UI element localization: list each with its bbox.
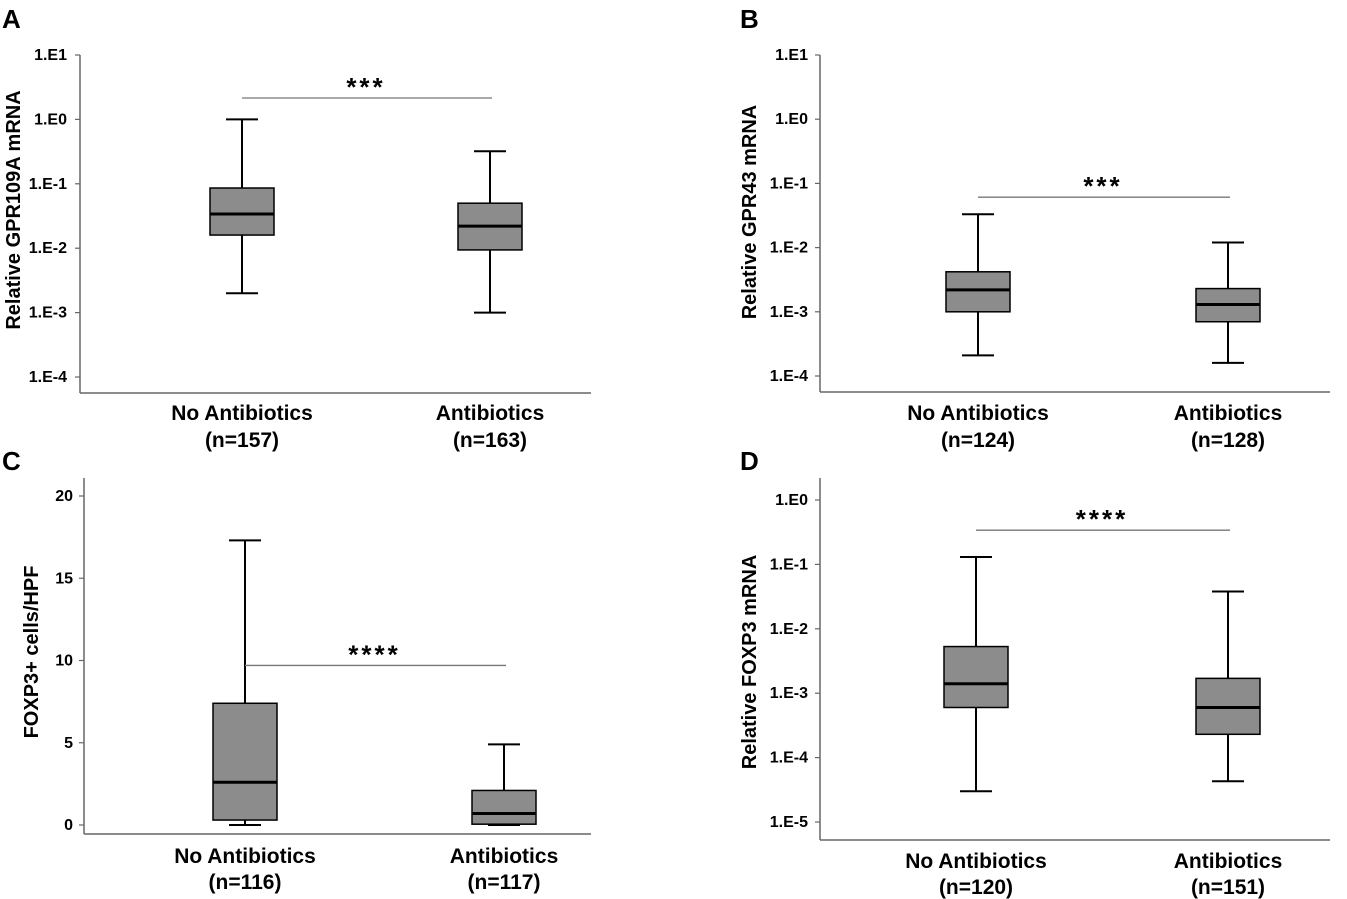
y-tick-label: 1.E-4 — [770, 750, 808, 767]
y-tick-label: 15 — [55, 570, 73, 587]
category-label: Antibiotics — [1174, 402, 1283, 425]
box-antibiotics — [1195, 241, 1261, 364]
y-tick-label: 1.E0 — [34, 111, 67, 128]
y-tick-label: 0 — [64, 817, 73, 834]
y-tick-label: 1.E1 — [34, 47, 67, 64]
y-tick-label: 1.E-2 — [770, 621, 808, 638]
iqr-box — [209, 187, 275, 236]
iqr-box — [943, 645, 1009, 709]
category-label: Antibiotics — [1174, 850, 1283, 873]
panel-letter: C — [2, 446, 21, 476]
panel-letter: A — [2, 4, 21, 34]
box-no-antibiotics — [209, 118, 275, 295]
category-n-label: (n=120) — [939, 876, 1013, 899]
category-n-label: (n=124) — [941, 429, 1015, 452]
significance-stars: **** — [1076, 504, 1128, 534]
panel-a: A 1.E1 1.E0 1.E-1 1.E-2 1.E-3 1.E-4 Relative GP… — [2, 4, 591, 452]
iqr-box — [471, 789, 537, 825]
category-label: No Antibiotics — [905, 850, 1047, 873]
category-n-label: (n=117) — [468, 871, 541, 894]
y-tick-label: 1.E-3 — [29, 305, 67, 322]
box-antibiotics — [457, 150, 523, 314]
box-no-antibiotics — [943, 556, 1009, 793]
category-n-label: (n=128) — [1191, 429, 1265, 452]
y-axis-title: Relative FOXP3 mRNA — [739, 555, 761, 770]
y-tick-label: 1.E-2 — [29, 240, 67, 257]
y-axis-title: Relative GPR43 mRNA — [739, 105, 761, 320]
y-tick-label: 1.E1 — [775, 47, 808, 64]
category-label: No Antibiotics — [907, 402, 1049, 425]
y-tick-label: 1.E-3 — [770, 304, 808, 321]
y-axis-title: FOXP3+ cells/HPF — [21, 566, 43, 739]
category-label: Antibiotics — [436, 402, 545, 425]
box-antibiotics — [471, 743, 537, 826]
category-label: No Antibiotics — [174, 845, 316, 868]
y-tick-label: 1.E-1 — [29, 176, 67, 193]
category-n-label: (n=151) — [1191, 876, 1265, 899]
category-label: Antibiotics — [450, 845, 559, 868]
y-tick-label: 10 — [55, 653, 73, 670]
significance-stars: *** — [1083, 171, 1122, 201]
y-axis-title: Relative GPR109A mRNA — [3, 90, 25, 329]
panel-b: B 1.E1 1.E0 1.E-1 1.E-2 1.E-3 1.E-4 Relative GP… — [739, 4, 1330, 452]
y-tick-label: 1.E-3 — [770, 685, 808, 702]
y-tick-label: 1.E0 — [775, 111, 808, 128]
y-tick-label: 1.E-1 — [770, 556, 808, 573]
significance-stars: **** — [348, 639, 400, 669]
panel-c: C 20 15 10 5 0 FOXP3+ cells/HPF No Antibiotics (… — [2, 446, 591, 894]
box-no-antibiotics — [212, 539, 278, 826]
y-tick-label: 1.E-2 — [770, 240, 808, 257]
y-tick-label: 1.E-5 — [770, 814, 808, 831]
iqr-box — [212, 702, 278, 821]
box-antibiotics — [1195, 590, 1261, 783]
panel-d: D 1.E0 1.E-1 1.E-2 1.E-3 1.E-4 1.E-5 Relative F… — [739, 446, 1330, 899]
category-n-label: (n=157) — [205, 429, 279, 452]
panel-letter: D — [740, 446, 759, 476]
y-tick-label: 1.E-4 — [29, 369, 67, 386]
significance-stars: *** — [346, 72, 385, 102]
y-tick-label: 1.E-1 — [770, 175, 808, 192]
y-tick-label: 5 — [64, 735, 73, 752]
category-label: No Antibiotics — [171, 402, 313, 425]
y-tick-label: 1.E-4 — [770, 368, 808, 385]
box-no-antibiotics — [945, 213, 1011, 357]
category-n-label: (n=116) — [209, 871, 282, 894]
y-tick-label: 1.E0 — [775, 492, 808, 509]
panel-letter: B — [740, 4, 759, 34]
iqr-box — [945, 271, 1011, 313]
category-n-label: (n=163) — [453, 429, 527, 452]
y-tick-label: 20 — [55, 488, 73, 505]
